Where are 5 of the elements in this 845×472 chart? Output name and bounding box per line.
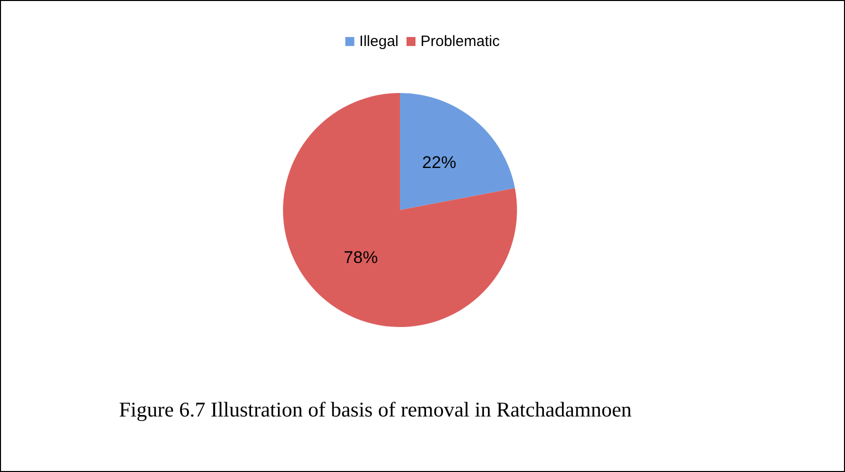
legend-label: Illegal <box>359 33 399 50</box>
legend-label: Problematic <box>420 33 500 50</box>
data-label: 78% <box>344 248 378 267</box>
data-label: 22% <box>422 153 456 172</box>
caption: Figure 6.7 Illustration of basis of removal in Ratchadamnoen <box>119 398 632 422</box>
